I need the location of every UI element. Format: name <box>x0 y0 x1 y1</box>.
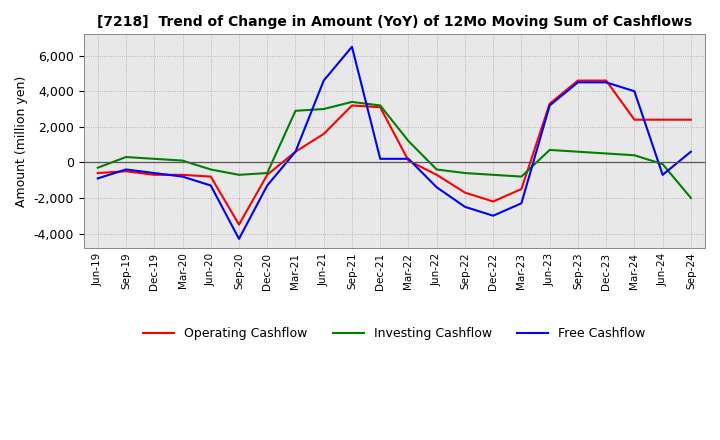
Investing Cashflow <box>404 139 413 144</box>
Free Cashflow <box>178 174 186 179</box>
Operating Cashflow <box>263 172 271 177</box>
Investing Cashflow <box>235 172 243 177</box>
Operating Cashflow <box>235 222 243 227</box>
Title: [7218]  Trend of Change in Amount (YoY) of 12Mo Moving Sum of Cashflows: [7218] Trend of Change in Amount (YoY) o… <box>96 15 692 29</box>
Free Cashflow <box>489 213 498 218</box>
Free Cashflow <box>291 149 300 154</box>
Investing Cashflow <box>489 172 498 177</box>
Free Cashflow <box>574 80 582 85</box>
Operating Cashflow <box>291 149 300 154</box>
Free Cashflow <box>207 183 215 188</box>
Free Cashflow <box>545 103 554 108</box>
Investing Cashflow <box>178 158 186 163</box>
Investing Cashflow <box>433 167 441 172</box>
Operating Cashflow <box>574 78 582 83</box>
Investing Cashflow <box>602 151 611 156</box>
Investing Cashflow <box>122 154 130 160</box>
Free Cashflow <box>630 88 639 94</box>
Free Cashflow <box>376 156 384 161</box>
Investing Cashflow <box>207 167 215 172</box>
Investing Cashflow <box>630 153 639 158</box>
Y-axis label: Amount (million yen): Amount (million yen) <box>15 75 28 207</box>
Operating Cashflow <box>376 105 384 110</box>
Free Cashflow <box>348 44 356 49</box>
Free Cashflow <box>602 80 611 85</box>
Free Cashflow <box>94 176 102 181</box>
Investing Cashflow <box>150 156 158 161</box>
Free Cashflow <box>658 172 667 177</box>
Operating Cashflow <box>517 187 526 192</box>
Operating Cashflow <box>630 117 639 122</box>
Operating Cashflow <box>404 158 413 163</box>
Free Cashflow <box>687 149 696 154</box>
Investing Cashflow <box>517 174 526 179</box>
Legend: Operating Cashflow, Investing Cashflow, Free Cashflow: Operating Cashflow, Investing Cashflow, … <box>138 322 651 345</box>
Operating Cashflow <box>94 170 102 176</box>
Operating Cashflow <box>207 174 215 179</box>
Free Cashflow <box>461 204 469 209</box>
Investing Cashflow <box>291 108 300 114</box>
Investing Cashflow <box>658 161 667 167</box>
Investing Cashflow <box>461 170 469 176</box>
Operating Cashflow <box>320 131 328 136</box>
Operating Cashflow <box>658 117 667 122</box>
Operating Cashflow <box>545 101 554 106</box>
Investing Cashflow <box>94 165 102 170</box>
Investing Cashflow <box>376 103 384 108</box>
Line: Investing Cashflow: Investing Cashflow <box>98 102 691 198</box>
Line: Free Cashflow: Free Cashflow <box>98 47 691 239</box>
Free Cashflow <box>150 170 158 176</box>
Investing Cashflow <box>348 99 356 105</box>
Line: Operating Cashflow: Operating Cashflow <box>98 81 691 224</box>
Investing Cashflow <box>574 149 582 154</box>
Investing Cashflow <box>320 106 328 112</box>
Operating Cashflow <box>178 172 186 177</box>
Investing Cashflow <box>545 147 554 153</box>
Free Cashflow <box>263 183 271 188</box>
Free Cashflow <box>235 236 243 242</box>
Operating Cashflow <box>433 172 441 177</box>
Operating Cashflow <box>348 103 356 108</box>
Operating Cashflow <box>602 78 611 83</box>
Free Cashflow <box>122 167 130 172</box>
Operating Cashflow <box>461 190 469 195</box>
Free Cashflow <box>320 78 328 83</box>
Free Cashflow <box>404 156 413 161</box>
Operating Cashflow <box>687 117 696 122</box>
Free Cashflow <box>517 201 526 206</box>
Operating Cashflow <box>122 169 130 174</box>
Free Cashflow <box>433 185 441 190</box>
Investing Cashflow <box>687 195 696 201</box>
Operating Cashflow <box>150 172 158 177</box>
Investing Cashflow <box>263 170 271 176</box>
Operating Cashflow <box>489 199 498 204</box>
